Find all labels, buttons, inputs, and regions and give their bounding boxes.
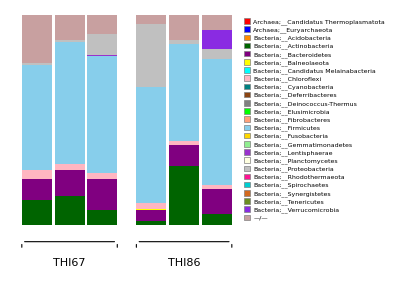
Bar <box>87 210 117 225</box>
Bar <box>136 221 166 225</box>
Legend: Archaea;__Candidatus Thermoplasmatota, Archaea;__Euryarchaeota, Bacteria;__Acido: Archaea;__Candidatus Thermoplasmatota, A… <box>244 18 385 221</box>
Bar <box>87 55 117 56</box>
Bar <box>169 166 199 225</box>
Bar <box>87 34 117 55</box>
Bar <box>136 210 166 221</box>
Bar <box>136 87 166 203</box>
Bar <box>55 164 85 170</box>
Bar <box>169 40 199 44</box>
Bar <box>22 200 52 225</box>
Text: THI67: THI67 <box>53 258 86 268</box>
Bar <box>55 42 85 164</box>
Bar <box>87 15 117 34</box>
Bar <box>202 59 232 185</box>
Bar <box>87 174 117 179</box>
Bar <box>169 145 199 166</box>
Bar <box>169 44 199 141</box>
Bar <box>22 65 52 170</box>
Bar <box>136 209 166 210</box>
Text: THI86: THI86 <box>168 258 200 268</box>
Bar <box>202 214 232 225</box>
Bar <box>136 15 166 25</box>
Bar <box>22 63 52 65</box>
Bar <box>55 170 85 196</box>
Bar <box>136 25 166 87</box>
Bar <box>87 179 117 210</box>
Bar <box>202 185 232 189</box>
Bar <box>202 189 232 214</box>
Bar <box>22 179 52 200</box>
Bar <box>202 30 232 48</box>
Bar <box>202 48 232 59</box>
Bar <box>169 15 199 40</box>
Bar <box>55 196 85 225</box>
Bar <box>22 170 52 179</box>
Bar <box>22 15 52 63</box>
Bar <box>136 203 166 209</box>
Bar <box>202 15 232 30</box>
Bar <box>55 15 85 40</box>
Bar <box>55 40 85 42</box>
Bar <box>87 56 117 174</box>
Bar <box>169 141 199 145</box>
